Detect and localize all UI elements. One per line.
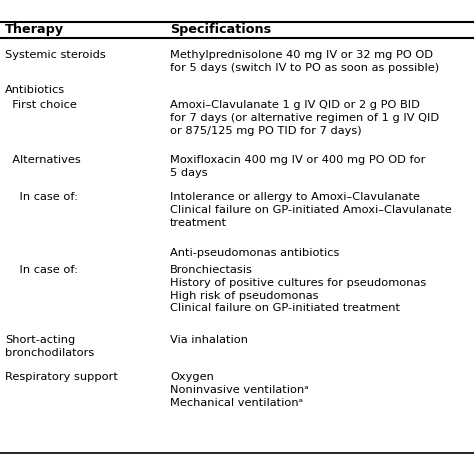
Text: Antibiotics: Antibiotics	[5, 85, 65, 95]
Text: Via inhalation: Via inhalation	[170, 335, 248, 345]
Text: Therapy: Therapy	[5, 23, 64, 36]
Text: Intolerance or allergy to Amoxi–Clavulanate
Clinical failure on GP-initiated Amo: Intolerance or allergy to Amoxi–Clavulan…	[170, 192, 452, 228]
Text: Oxygen
Noninvasive ventilationᵃ
Mechanical ventilationᵃ: Oxygen Noninvasive ventilationᵃ Mechanic…	[170, 372, 309, 408]
Text: Respiratory support: Respiratory support	[5, 372, 118, 382]
Text: Methylprednisolone 40 mg IV or 32 mg PO OD
for 5 days (switch IV to PO as soon a: Methylprednisolone 40 mg IV or 32 mg PO …	[170, 50, 439, 73]
Text: First choice: First choice	[5, 100, 77, 110]
Text: Alternatives: Alternatives	[5, 155, 81, 165]
Text: Anti-pseudomonas antibiotics: Anti-pseudomonas antibiotics	[170, 248, 339, 258]
Text: Systemic steroids: Systemic steroids	[5, 50, 106, 60]
Text: Amoxi–Clavulanate 1 g IV QID or 2 g PO BID
for 7 days (or alternative regimen of: Amoxi–Clavulanate 1 g IV QID or 2 g PO B…	[170, 100, 439, 136]
Text: Moxifloxacin 400 mg IV or 400 mg PO OD for
5 days: Moxifloxacin 400 mg IV or 400 mg PO OD f…	[170, 155, 425, 178]
Text: Specifications: Specifications	[170, 23, 271, 36]
Text: In case of:: In case of:	[5, 265, 78, 275]
Text: Short-acting
bronchodilators: Short-acting bronchodilators	[5, 335, 94, 358]
Text: Bronchiectasis
History of positive cultures for pseudomonas
High risk of pseudom: Bronchiectasis History of positive cultu…	[170, 265, 426, 313]
Text: In case of:: In case of:	[5, 192, 78, 202]
